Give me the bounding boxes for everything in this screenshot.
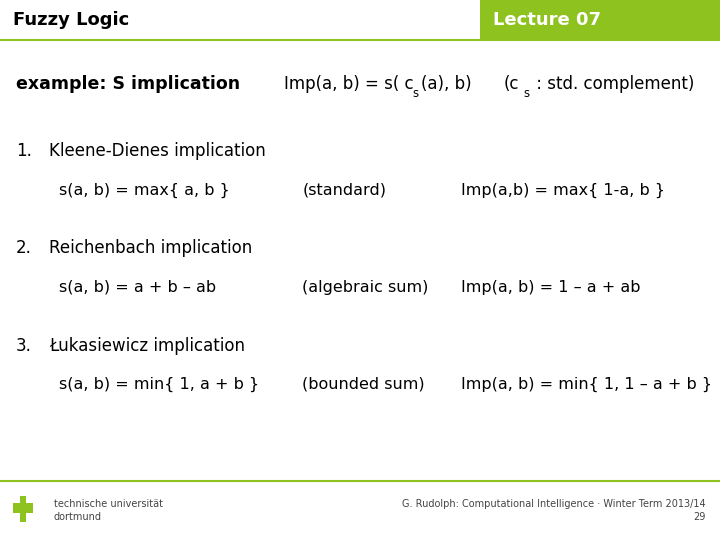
Bar (480, 0, 720, 40)
Text: Fuzzy Logic: Fuzzy Logic (13, 11, 129, 29)
Text: dortmund: dortmund (54, 512, 102, 522)
Bar (13, 503, 33, 513)
Bar (0, 0, 480, 40)
Text: s: s (413, 87, 419, 100)
Text: 29: 29 (693, 512, 706, 522)
Text: Imp(a, b) = s( c: Imp(a, b) = s( c (284, 75, 414, 93)
Text: s(a, b) = a + b – ab: s(a, b) = a + b – ab (59, 280, 216, 295)
Text: Łukasiewicz implication: Łukasiewicz implication (49, 336, 245, 355)
Text: G. Rudolph: Computational Intelligence · Winter Term 2013/14: G. Rudolph: Computational Intelligence ·… (402, 499, 706, 509)
Bar (20, 496, 26, 522)
Text: Kleene-Dienes implication: Kleene-Dienes implication (49, 142, 266, 160)
Text: Imp(a,b) = max{ 1-a, b }: Imp(a,b) = max{ 1-a, b } (461, 183, 665, 198)
Text: (a), b): (a), b) (421, 75, 472, 93)
Text: example: S implication: example: S implication (16, 75, 240, 93)
Text: 3.: 3. (16, 336, 32, 355)
Text: technische universität: technische universität (54, 499, 163, 509)
Text: s(a, b) = min{ 1, a + b }: s(a, b) = min{ 1, a + b } (59, 377, 259, 392)
Text: Imp(a, b) = min{ 1, 1 – a + b }: Imp(a, b) = min{ 1, 1 – a + b } (461, 377, 712, 392)
Text: Lecture 07: Lecture 07 (493, 11, 601, 29)
Text: 1.: 1. (16, 142, 32, 160)
Text: (bounded sum): (bounded sum) (302, 377, 425, 392)
Text: s: s (523, 87, 530, 100)
Text: : std. complement): : std. complement) (531, 75, 695, 93)
Text: Imp(a, b) = 1 – a + ab: Imp(a, b) = 1 – a + ab (461, 280, 640, 295)
Text: Reichenbach implication: Reichenbach implication (49, 239, 252, 258)
Text: s(a, b) = max{ a, b }: s(a, b) = max{ a, b } (59, 183, 230, 198)
Text: (algebraic sum): (algebraic sum) (302, 280, 429, 295)
Text: (c: (c (504, 75, 520, 93)
Text: 2.: 2. (16, 239, 32, 258)
Text: (standard): (standard) (302, 183, 387, 198)
